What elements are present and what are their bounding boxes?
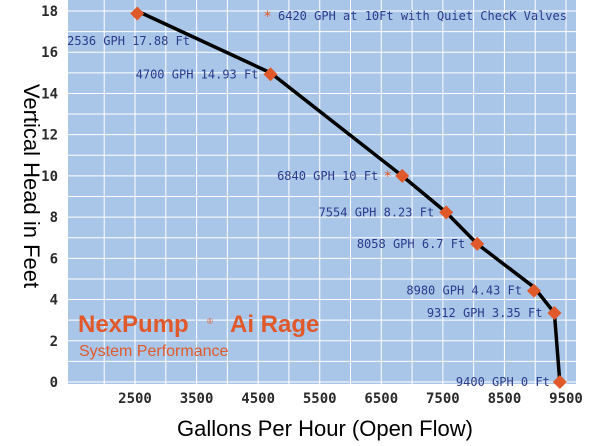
- x-tick-label: 9500: [549, 391, 583, 407]
- brand-block: NexPump ® Ai Rage System Performance: [78, 311, 319, 360]
- y-tick-label: 18: [41, 4, 58, 20]
- y-tick-label: 8: [50, 210, 58, 226]
- y-axis-label: Vertical Head in Feet: [19, 84, 44, 288]
- y-tick-label: 12: [41, 128, 58, 144]
- data-point-label: 8980 GPH 4.43 Ft: [406, 284, 522, 298]
- x-tick-labels: 2500 3500 4500 5500 6500 7500 8500 9500: [118, 391, 583, 407]
- data-point-marker: [470, 236, 485, 251]
- data-point-marker: [547, 305, 562, 320]
- y-tick-label: 4: [50, 293, 58, 309]
- data-point-marker: [552, 375, 567, 389]
- x-tick-label: 2500: [118, 391, 152, 407]
- data-point-star: *: [384, 169, 391, 185]
- y-tick-label: 0: [50, 375, 58, 391]
- brand-name: NexPump: [78, 311, 189, 338]
- brand-subtitle: System Performance: [79, 343, 228, 360]
- data-point-marker: [526, 283, 541, 298]
- y-tick-labels: 0 2 4 6 8 10 12 14 16 18: [41, 4, 58, 391]
- brand-model: Ai Rage: [230, 311, 319, 338]
- data-point-marker: [130, 6, 145, 21]
- performance-curve-group: [135, 9, 562, 384]
- brand-registered-mark: ®: [207, 317, 213, 326]
- y-tick-label: 10: [41, 169, 58, 185]
- data-point-marker: [395, 168, 410, 183]
- x-tick-label: 6500: [364, 391, 398, 407]
- x-tick-label: 4500: [241, 391, 275, 407]
- data-point-marker: [439, 205, 454, 220]
- note-text: 6420 GPH at 10Ft with Quiet ChecK Valves: [278, 9, 567, 23]
- y-tick-label: 14: [41, 86, 58, 102]
- data-point-label: 7554 GPH 8.23 Ft: [319, 205, 435, 219]
- x-tick-label: 5500: [303, 391, 337, 407]
- data-point-label: 8058 GPH 6.7 Ft: [357, 237, 465, 251]
- quiet-check-note: * 6420 GPH at 10Ft with Quiet ChecK Valv…: [264, 9, 567, 25]
- data-point-label: 9400 GPH 0 Ft: [456, 375, 550, 389]
- performance-curve: [135, 9, 562, 384]
- x-tick-label: 7500: [426, 391, 460, 407]
- data-point-label: 6840 GPH 10 Ft: [277, 169, 378, 183]
- x-tick-label: 8500: [488, 391, 522, 407]
- x-axis-label: Gallons Per Hour (Open Flow): [177, 416, 473, 441]
- data-point-marker: [263, 67, 278, 82]
- data-point-label: 4700 GPH 14.93 Ft: [136, 67, 259, 81]
- grid: [68, 0, 576, 384]
- note-star: *: [264, 9, 271, 25]
- y-tick-label: 6: [50, 251, 58, 267]
- y-tick-label: 16: [41, 45, 58, 61]
- data-point-label: 2536 GPH 17.88 Ft: [67, 34, 190, 48]
- y-tick-label: 2: [50, 334, 58, 350]
- data-point-label: 9312 GPH 3.35 Ft: [427, 306, 543, 320]
- x-tick-label: 3500: [180, 391, 214, 407]
- data-points: 2536 GPH 17.88 Ft 4700 GPH 14.93 Ft 6840 G…: [67, 6, 567, 389]
